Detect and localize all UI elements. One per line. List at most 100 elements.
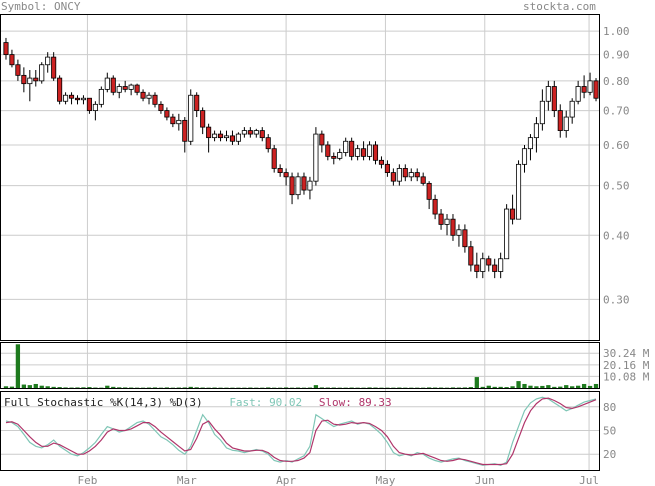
volume-bar — [552, 386, 557, 388]
candle-body — [188, 94, 194, 142]
volume-bar — [3, 386, 9, 388]
candle-body — [551, 86, 557, 112]
price-tick-label: 0.80 — [603, 75, 630, 88]
volume-bar — [254, 387, 259, 389]
volume-bar — [355, 387, 360, 389]
volume-bar — [212, 387, 217, 389]
grid-lines — [0, 14, 600, 470]
volume-bar — [313, 385, 319, 388]
candle-body — [253, 130, 259, 135]
volume-bar — [146, 387, 152, 389]
candle-body — [104, 77, 110, 90]
candle-body — [593, 80, 599, 99]
volume-bar — [33, 383, 38, 388]
volume-bar — [99, 387, 104, 389]
volume-bar — [438, 387, 444, 389]
volume-bar — [337, 387, 342, 389]
volume-tick-label: 30.24 M — [603, 347, 650, 360]
candle-body — [51, 56, 57, 79]
candle-body — [283, 172, 289, 178]
candle-body — [581, 86, 587, 93]
panel-frame — [0, 342, 600, 389]
volume-bar — [266, 387, 271, 388]
stoch-tick-label: 20 — [603, 448, 616, 461]
volume-bar — [450, 387, 456, 388]
candle-body — [533, 123, 539, 139]
candle-body — [146, 94, 152, 99]
volume-bar — [164, 387, 170, 388]
volume-bar — [170, 387, 176, 389]
candle-body — [361, 148, 367, 157]
volume-bar — [188, 386, 193, 388]
volume-bar — [397, 387, 402, 389]
candle-body — [27, 77, 33, 85]
candle-body — [247, 130, 253, 135]
candle-body — [390, 172, 396, 182]
volume-bar — [379, 387, 384, 389]
candle-body — [235, 133, 241, 142]
candle-body — [313, 133, 319, 182]
candle-body — [289, 176, 295, 196]
candle-body — [337, 152, 343, 159]
price-tick-label: 0.90 — [603, 49, 630, 62]
candle-body — [474, 264, 480, 272]
candle-body — [426, 182, 432, 200]
candle-body — [515, 163, 522, 220]
volume-bar — [57, 387, 62, 388]
volume-bar — [27, 385, 32, 388]
slow-label: Slow: — [318, 396, 352, 409]
site-name[interactable]: stockta.com — [523, 0, 596, 13]
stoch-line-slow — [5, 397, 597, 466]
volume-bar — [301, 387, 307, 389]
price-tick-label: 0.50 — [603, 180, 630, 193]
volume-bar — [289, 387, 295, 389]
volume-bar — [283, 387, 289, 388]
candle-body — [15, 64, 21, 76]
candle-body — [116, 86, 122, 93]
volume-bar — [248, 387, 253, 389]
candle-body — [9, 54, 15, 66]
candle-body — [468, 246, 474, 266]
candle-body — [319, 133, 325, 146]
candle-body — [492, 264, 498, 272]
candle-body — [521, 148, 528, 165]
volume-bar — [21, 384, 27, 388]
x-tick-label: Mar — [177, 474, 197, 486]
volume-bar — [224, 387, 229, 389]
volume-bar — [504, 387, 509, 388]
candle-body — [372, 144, 379, 161]
volume-bar — [456, 387, 462, 389]
volume-bar — [522, 383, 527, 388]
symbol-label: Symbol: ONCY — [1, 0, 81, 13]
volume-bar — [200, 387, 205, 389]
panel-frames — [0, 14, 600, 471]
volume-bar — [385, 387, 390, 389]
candle-body — [444, 218, 450, 225]
volume-bar — [373, 387, 378, 389]
panel-frame — [0, 391, 600, 471]
candle-body — [504, 208, 510, 260]
volume-bar — [540, 385, 545, 388]
volume-bar — [325, 387, 330, 389]
candle-body — [33, 77, 39, 82]
candle-body — [110, 77, 116, 93]
volume-bar — [272, 387, 277, 389]
candle-body — [170, 116, 176, 125]
candle-body — [74, 97, 81, 101]
candle-body — [569, 100, 575, 118]
volume-bar — [343, 387, 348, 389]
price-tick-label: 0.30 — [603, 293, 630, 306]
volume-bar — [510, 386, 515, 388]
candle-body — [396, 168, 402, 182]
x-tick-label: Jul — [579, 474, 599, 486]
volume-bar — [564, 385, 569, 388]
candle-body — [39, 64, 45, 82]
volume-bar — [93, 387, 98, 389]
volume-bar — [140, 387, 146, 389]
candle-body — [134, 84, 140, 93]
panel-frame — [0, 14, 600, 341]
volume-bar — [117, 387, 122, 388]
volume-bar — [158, 387, 164, 389]
